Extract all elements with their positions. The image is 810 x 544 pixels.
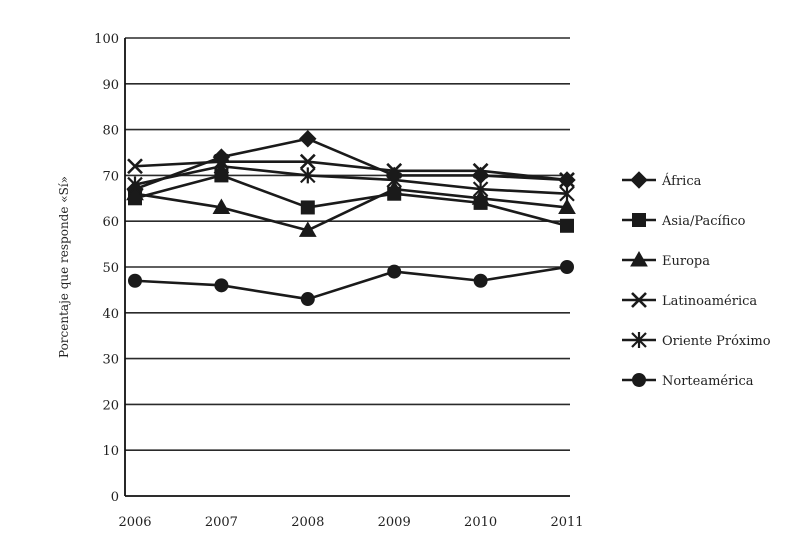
data-point (298, 221, 317, 237)
legend-label: África (661, 173, 702, 189)
data-point (300, 200, 315, 215)
series-4 (127, 158, 575, 202)
data-point (213, 158, 230, 175)
legend-entry: Norteamérica (622, 373, 754, 389)
data-point (214, 278, 229, 293)
data-point (473, 273, 488, 288)
series (126, 130, 576, 307)
x-tick-labels: 2006 2007 2008 2009 2010 2011 (118, 515, 583, 530)
legend-label: Latinoamérica (662, 294, 757, 309)
data-point (300, 292, 315, 307)
series-2 (126, 180, 576, 237)
legend-marker (630, 171, 648, 189)
y-axis-title: Porcentaje que responde «Sí» (57, 176, 71, 358)
data-point (127, 176, 143, 193)
x-tick-label: 2007 (205, 515, 238, 530)
legend-marker (632, 213, 646, 227)
x-tick-label: 2011 (550, 515, 583, 530)
y-tick-labels: 0 10 20 30 40 50 60 70 80 90 100 (94, 32, 119, 505)
series-line (134, 160, 568, 182)
legend-entry: Europa (622, 250, 710, 269)
legend-marker (631, 332, 647, 348)
data-point (472, 162, 489, 179)
y-tick-label: 0 (111, 490, 119, 505)
data-point (472, 181, 489, 198)
data-point (560, 260, 574, 274)
data-point (386, 171, 402, 188)
series-line (134, 265, 568, 301)
y-tick-label: 100 (94, 32, 119, 47)
legend-marker (632, 373, 646, 387)
data-point (385, 180, 404, 196)
y-tick-label: 90 (102, 78, 119, 93)
y-tick-label: 20 (102, 398, 119, 413)
data-point (559, 172, 575, 188)
grid-lines (125, 37, 570, 452)
data-point (126, 184, 144, 201)
series-line (134, 174, 568, 228)
legend-marker (631, 292, 647, 308)
series-5 (128, 260, 574, 307)
data-point (299, 153, 316, 170)
y-tick-label: 30 (102, 353, 119, 368)
data-point (300, 167, 316, 184)
x-tick-label: 2010 (464, 515, 497, 530)
legend-label: Asia/Pacífico (661, 214, 746, 229)
data-point (299, 130, 317, 148)
legend: África Asia/Pacífico Europa Latinoamérica Or… (622, 171, 771, 389)
series-line (134, 164, 568, 196)
data-point (128, 273, 142, 288)
y-tick-label: 50 (102, 261, 119, 276)
x-tick-label: 2006 (118, 515, 151, 530)
legend-marker (630, 250, 648, 267)
data-point (559, 185, 575, 202)
legend-entry: África (622, 171, 702, 189)
y-tick-label: 70 (102, 169, 119, 184)
axes (124, 38, 570, 497)
legend-entry: Latinoamérica (622, 292, 757, 309)
data-point (212, 198, 231, 214)
y-tick-label: 10 (102, 444, 119, 459)
data-point (560, 218, 574, 233)
data-point (387, 264, 402, 279)
legend-label: Norteamérica (662, 374, 754, 389)
legend-label: Oriente Próximo (662, 334, 771, 349)
y-tick-label: 40 (102, 307, 119, 322)
series-line (134, 187, 568, 232)
data-point (558, 198, 576, 214)
legend-entry: Asia/Pacífico (622, 213, 746, 229)
x-tick-label: 2008 (291, 515, 324, 530)
legend-label: Europa (662, 254, 710, 269)
y-tick-label: 80 (102, 124, 119, 139)
legend-entry: Oriente Próximo (622, 332, 771, 349)
y-tick-label: 60 (102, 215, 119, 230)
data-point (127, 158, 143, 175)
x-tick-label: 2009 (378, 515, 411, 530)
data-point (471, 189, 490, 205)
